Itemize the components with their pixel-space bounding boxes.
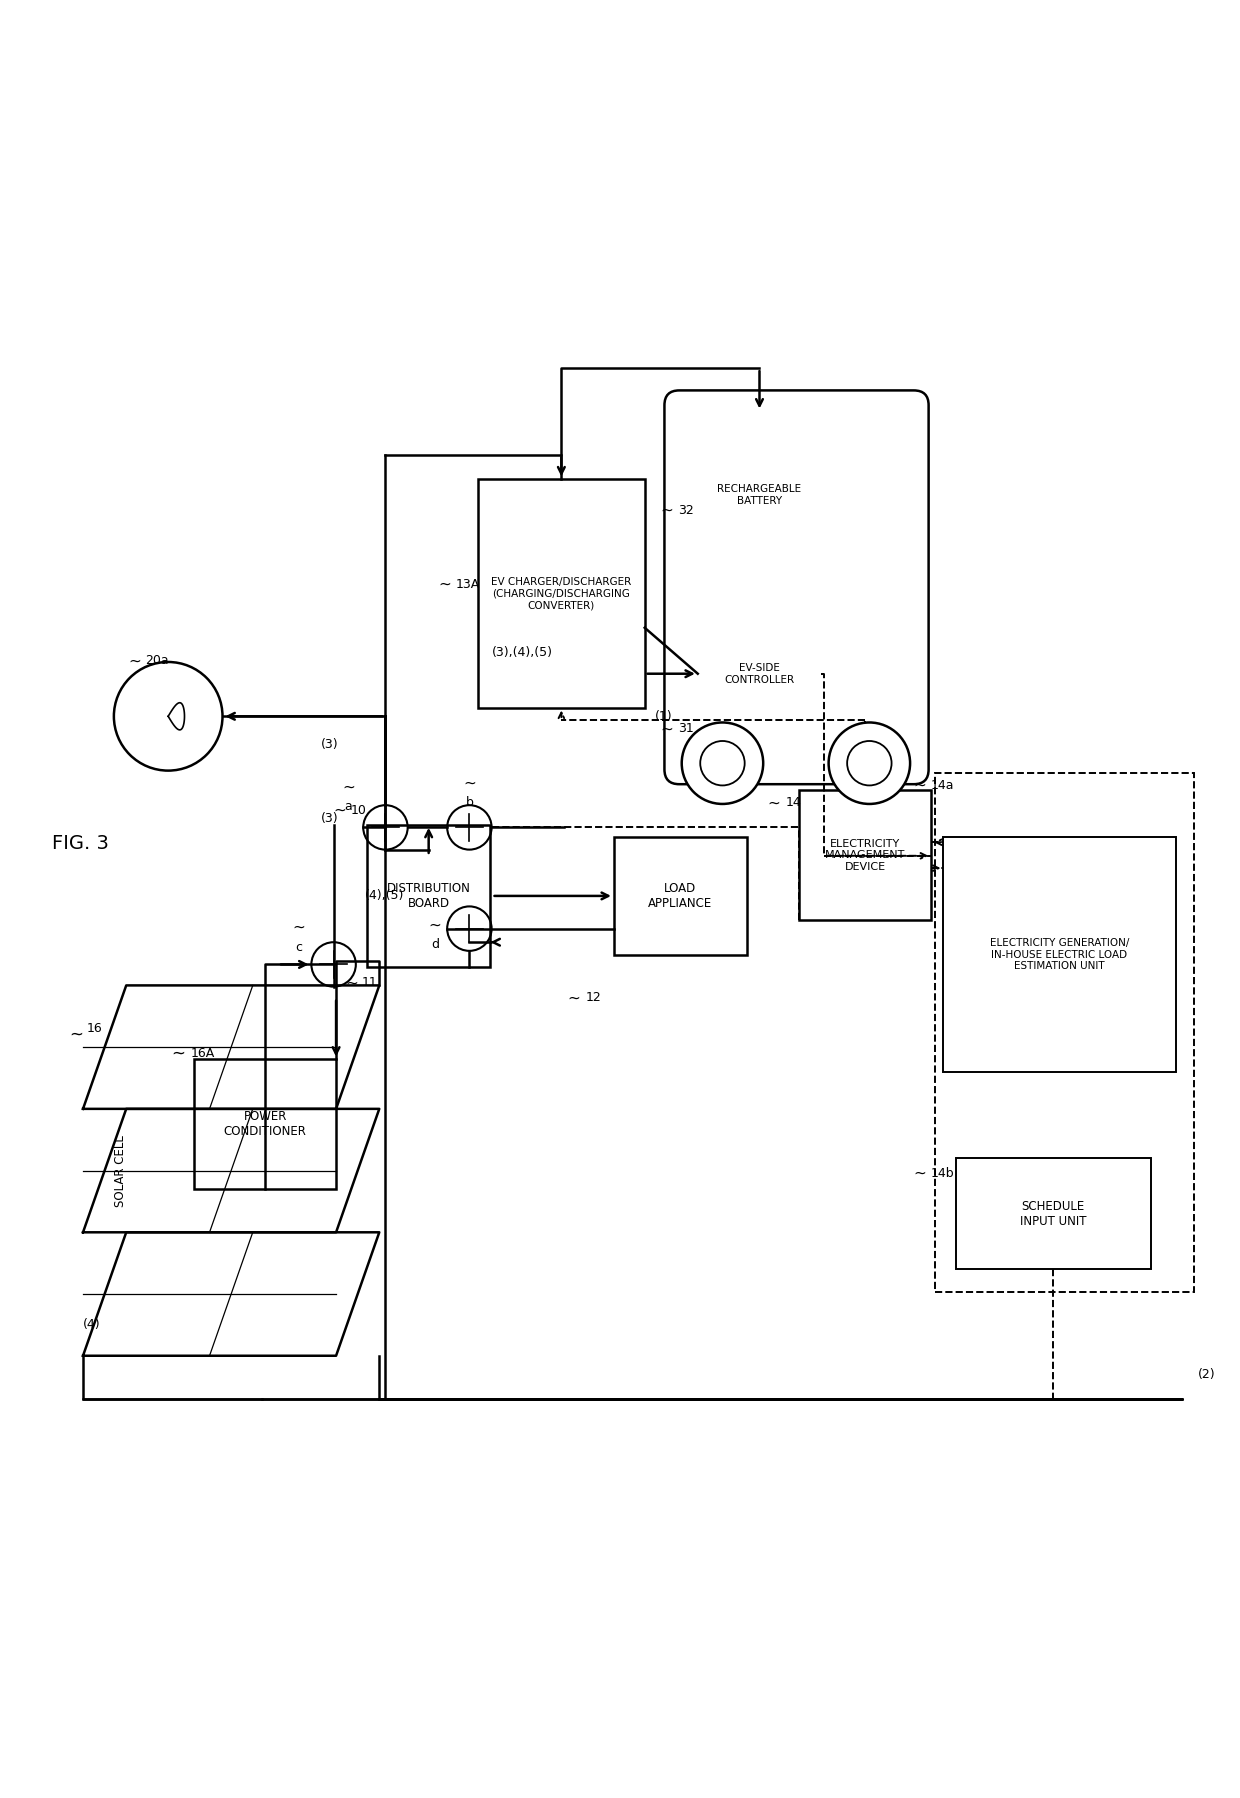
Text: (3),(4),(5): (3),(4),(5) xyxy=(491,645,553,658)
Text: (3): (3) xyxy=(321,813,339,825)
Text: c: c xyxy=(295,940,303,953)
FancyBboxPatch shape xyxy=(956,1158,1151,1269)
Text: a: a xyxy=(345,800,352,813)
Text: (4): (4) xyxy=(83,1318,100,1331)
FancyBboxPatch shape xyxy=(935,773,1194,1291)
Text: 31: 31 xyxy=(678,723,693,735)
FancyBboxPatch shape xyxy=(698,602,821,744)
FancyBboxPatch shape xyxy=(195,1059,336,1188)
Circle shape xyxy=(828,723,910,804)
Text: 16: 16 xyxy=(87,1021,103,1036)
Text: 13A: 13A xyxy=(456,577,480,592)
Text: EV-SIDE
CONTROLLER: EV-SIDE CONTROLLER xyxy=(724,663,795,685)
Text: ELECTRICITY GENERATION/
IN-HOUSE ELECTRIC LOAD
ESTIMATION UNIT: ELECTRICITY GENERATION/ IN-HOUSE ELECTRI… xyxy=(990,939,1130,971)
FancyBboxPatch shape xyxy=(944,838,1176,1072)
Text: 20a: 20a xyxy=(145,654,169,667)
Text: ~: ~ xyxy=(293,921,305,935)
FancyBboxPatch shape xyxy=(698,412,821,577)
Text: POWER
CONDITIONER: POWER CONDITIONER xyxy=(223,1111,306,1138)
Text: ~: ~ xyxy=(69,1027,83,1045)
Text: d: d xyxy=(430,939,439,951)
Text: 14a: 14a xyxy=(931,779,955,791)
Text: ELECTRICITY
MANAGEMENT
DEVICE: ELECTRICITY MANAGEMENT DEVICE xyxy=(825,838,905,872)
Text: ~: ~ xyxy=(914,779,926,793)
Text: ~: ~ xyxy=(334,802,346,818)
Text: 11: 11 xyxy=(362,976,378,989)
Text: ~: ~ xyxy=(568,991,580,1005)
Text: 14b: 14b xyxy=(931,1167,955,1179)
Text: (3): (3) xyxy=(321,739,339,752)
Text: ~: ~ xyxy=(342,779,355,795)
Text: SCHEDULE
INPUT UNIT: SCHEDULE INPUT UNIT xyxy=(1021,1199,1086,1228)
Text: b: b xyxy=(465,797,474,809)
Text: ~: ~ xyxy=(346,976,358,991)
Text: ~: ~ xyxy=(463,775,476,791)
Text: 16A: 16A xyxy=(191,1046,215,1059)
Text: 10: 10 xyxy=(351,804,367,816)
Text: 32: 32 xyxy=(678,503,693,516)
Text: ~: ~ xyxy=(171,1045,186,1063)
Text: ~: ~ xyxy=(129,653,141,669)
Text: ~: ~ xyxy=(661,721,673,735)
Text: (2): (2) xyxy=(1198,1368,1215,1381)
Text: ~: ~ xyxy=(914,1165,926,1181)
FancyBboxPatch shape xyxy=(799,791,931,921)
FancyBboxPatch shape xyxy=(614,838,748,955)
Text: ~: ~ xyxy=(661,503,673,518)
Text: (1): (1) xyxy=(655,710,672,723)
FancyBboxPatch shape xyxy=(367,825,490,967)
Circle shape xyxy=(682,723,763,804)
Text: FIG. 3: FIG. 3 xyxy=(52,834,109,852)
Text: (4),(5): (4),(5) xyxy=(365,888,404,903)
Text: LOAD
APPLIANCE: LOAD APPLIANCE xyxy=(649,881,713,910)
Text: DISTRIBUTION
BOARD: DISTRIBUTION BOARD xyxy=(387,881,471,910)
Text: 14: 14 xyxy=(785,797,801,809)
FancyBboxPatch shape xyxy=(665,390,929,784)
Text: ~: ~ xyxy=(768,795,780,811)
Text: RECHARGEABLE
BATTERY: RECHARGEABLE BATTERY xyxy=(718,484,801,505)
Text: SOLAR CELL: SOLAR CELL xyxy=(114,1135,126,1206)
Text: EV CHARGER/DISCHARGER
(CHARGING/DISCHARGING
CONVERTER): EV CHARGER/DISCHARGER (CHARGING/DISCHARG… xyxy=(491,577,631,610)
Text: ~: ~ xyxy=(438,577,451,592)
Text: ~: ~ xyxy=(429,917,441,933)
FancyBboxPatch shape xyxy=(479,480,645,708)
Text: 12: 12 xyxy=(585,991,601,1005)
